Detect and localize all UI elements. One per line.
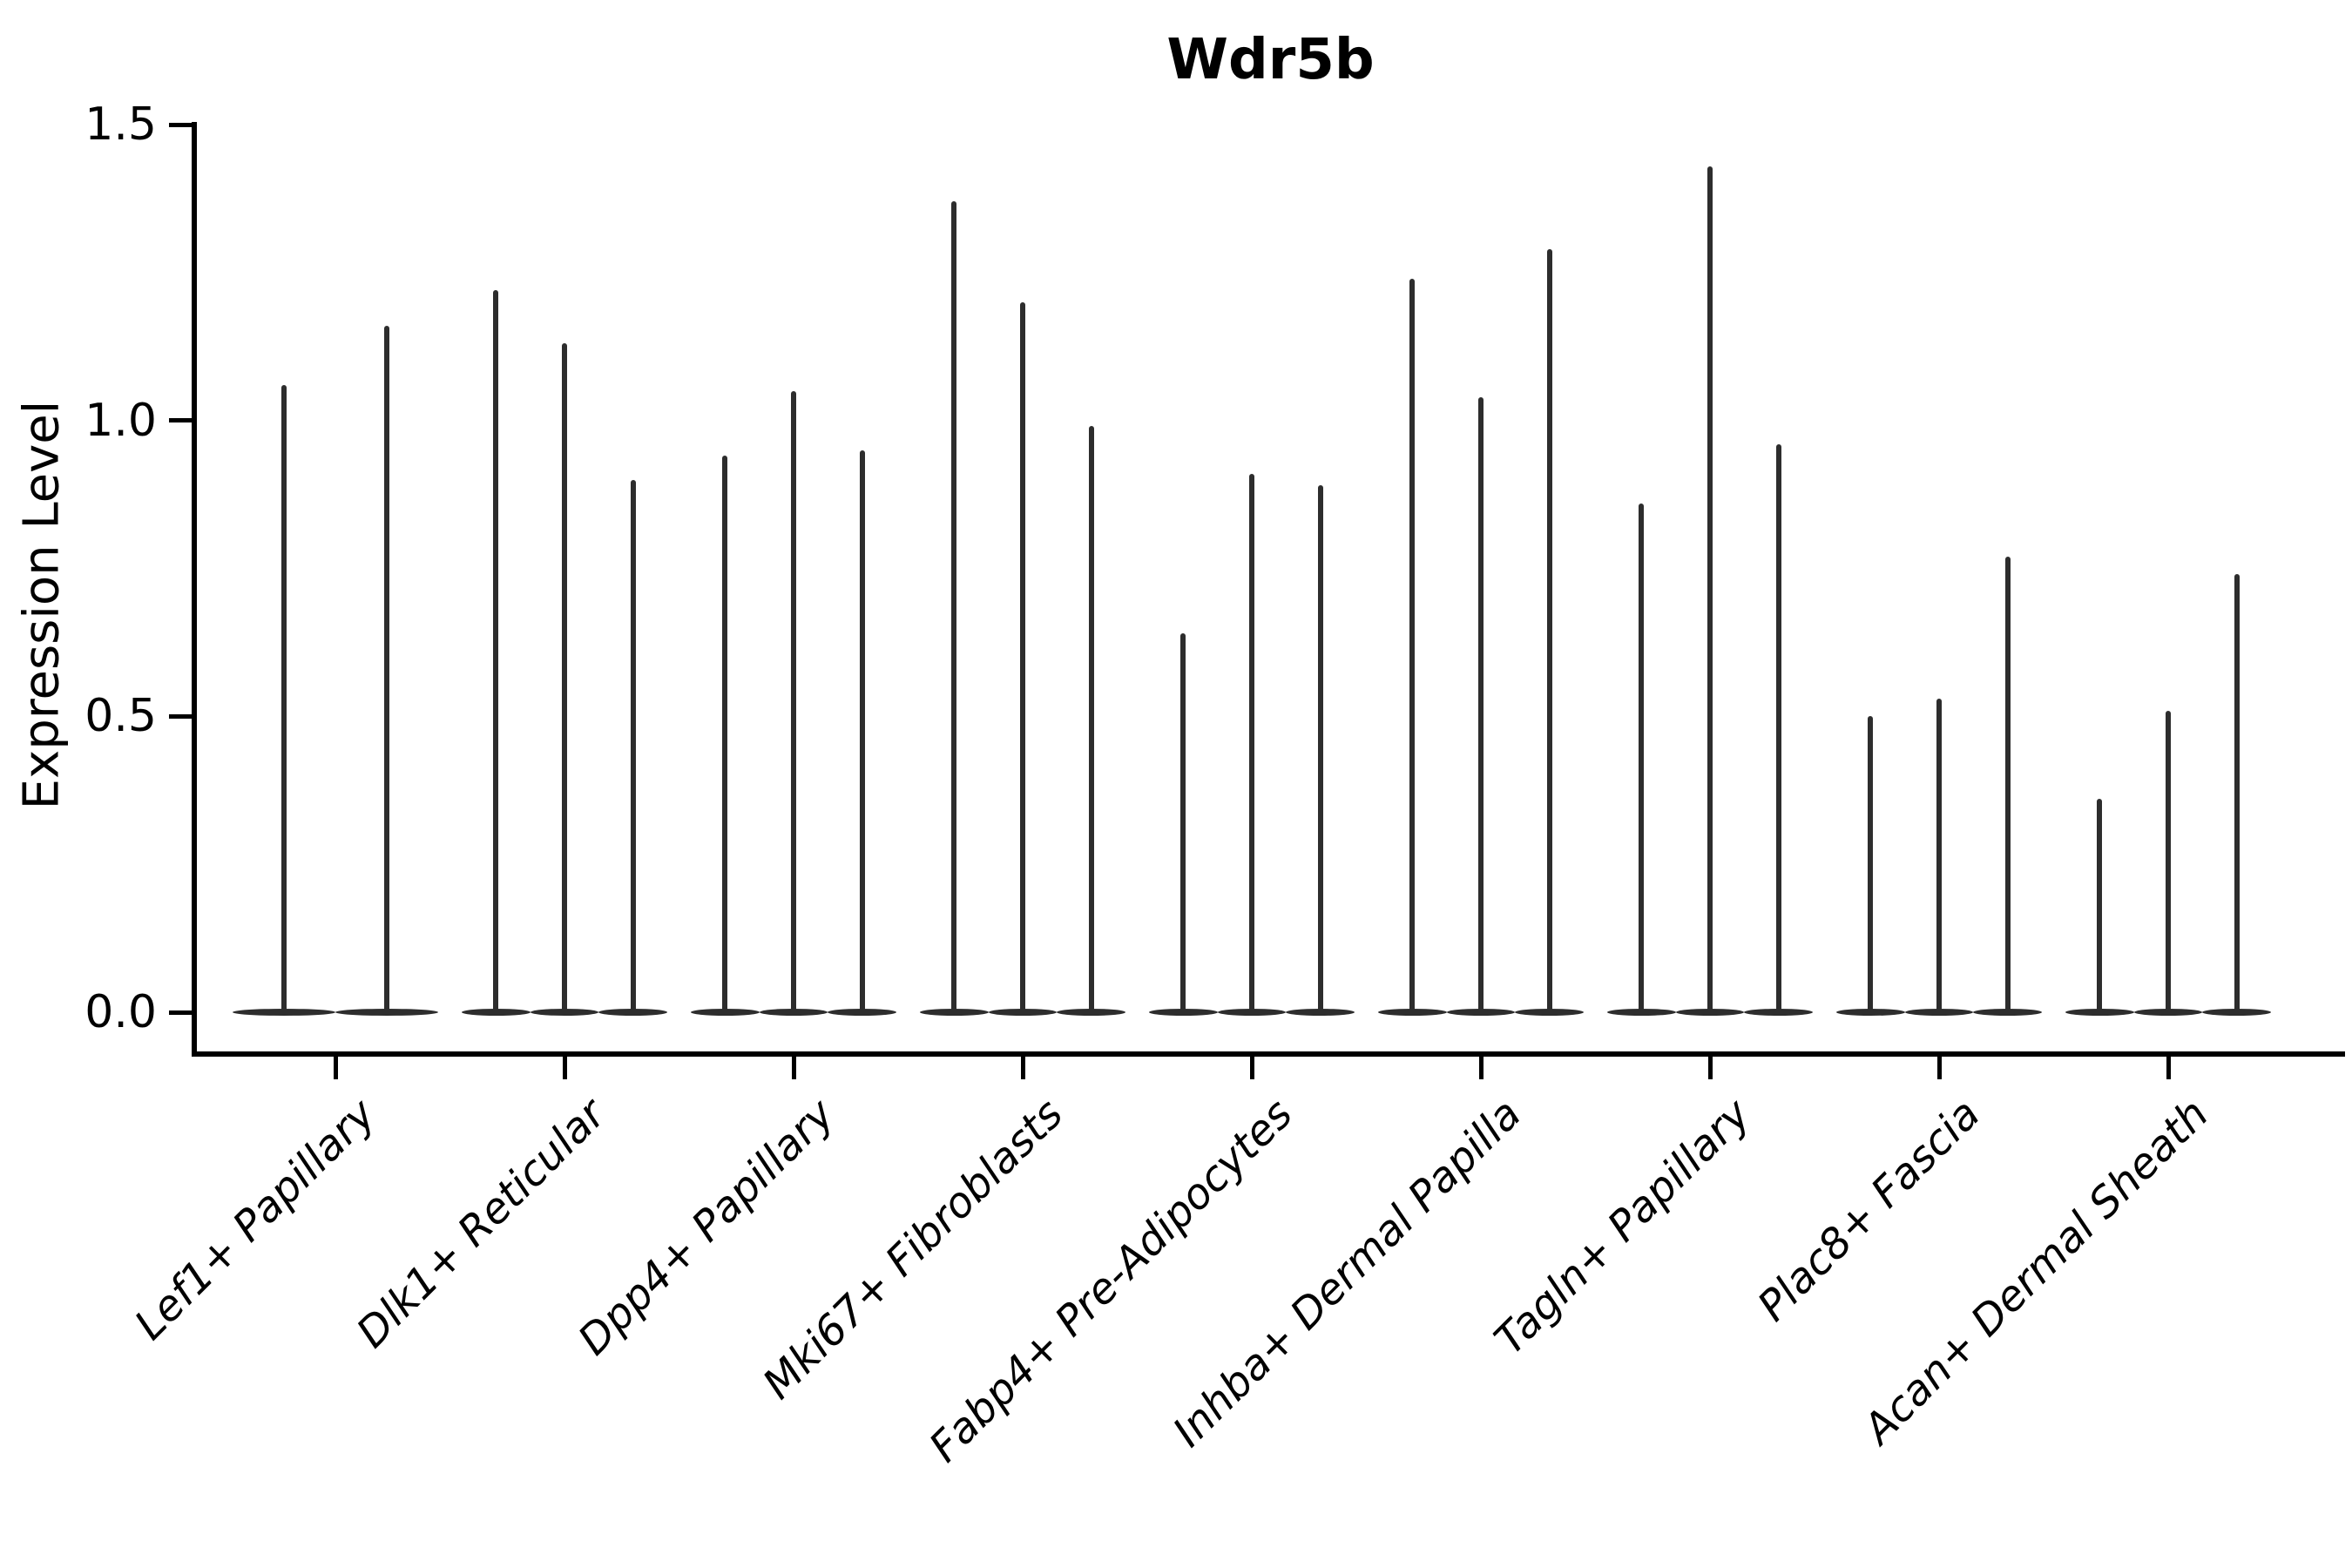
plot-title: Wdr5b <box>1166 28 1375 92</box>
violin-spike <box>493 290 499 1012</box>
violin-spike <box>1020 301 1025 1012</box>
violin-spike <box>1478 396 1484 1012</box>
violin-spike <box>1868 716 1874 1012</box>
violin-baseline <box>759 1009 828 1016</box>
y-tick-mark <box>169 1010 192 1015</box>
x-tick-label: Dpp4+ Papillary <box>568 1089 844 1365</box>
violin-baseline <box>461 1009 531 1016</box>
x-tick-mark <box>1020 1057 1025 1079</box>
violin-spike <box>2004 556 2011 1012</box>
y-tick-mark <box>169 418 192 423</box>
violin-baseline <box>1973 1009 2043 1016</box>
violin-spike <box>280 384 287 1012</box>
violin-spike <box>722 456 728 1012</box>
violin-baseline <box>919 1009 989 1016</box>
violin-spike <box>1639 503 1645 1012</box>
x-tick-label: Lef1+ Papillary <box>125 1089 386 1349</box>
x-tick-mark <box>2166 1057 2171 1079</box>
y-axis-spine <box>192 122 197 1057</box>
violin-baseline <box>2202 1009 2272 1016</box>
violin-baseline <box>335 1009 439 1016</box>
violin-spike <box>2234 574 2240 1012</box>
x-tick-mark <box>333 1057 338 1079</box>
violin-baseline <box>828 1009 897 1016</box>
x-tick-label: Tagln+ Papillary <box>1485 1089 1761 1365</box>
violin-spike <box>1936 698 1942 1012</box>
violin-baseline <box>1286 1009 1355 1016</box>
x-tick-label: Plac8+ Fascia <box>1747 1089 1990 1331</box>
violin-baseline <box>530 1009 599 1016</box>
violin-baseline <box>232 1009 335 1016</box>
violin-spike <box>1775 443 1781 1012</box>
violin-spike <box>1707 166 1713 1012</box>
violin-spike <box>951 201 957 1012</box>
x-tick-mark <box>791 1057 796 1079</box>
y-tick-label: 1.5 <box>84 98 157 152</box>
violin-spike <box>384 326 390 1012</box>
x-tick-label: Dlk1+ Reticular <box>347 1089 615 1358</box>
violin-baseline <box>1904 1009 1974 1016</box>
violin-spike <box>1317 485 1323 1012</box>
violin-baseline <box>1744 1009 1814 1016</box>
x-axis-spine <box>192 1051 2345 1057</box>
x-tick-mark <box>1478 1057 1484 1079</box>
violin-baseline <box>1377 1009 1447 1016</box>
violin-baseline <box>1515 1009 1585 1016</box>
violin-baseline <box>2133 1009 2203 1016</box>
violin-spike <box>562 343 567 1012</box>
violin-baseline <box>1835 1009 1905 1016</box>
violin-spike <box>1180 633 1186 1012</box>
violin-spike <box>859 449 865 1012</box>
violin-spike <box>791 390 796 1012</box>
violin-baseline <box>1675 1009 1745 1016</box>
violin-spike <box>1409 278 1416 1012</box>
y-tick-mark <box>169 713 192 719</box>
violin-spike <box>2166 710 2171 1012</box>
x-tick-mark <box>562 1057 567 1079</box>
violin-spike <box>1546 248 1552 1012</box>
x-tick-mark <box>1249 1057 1254 1079</box>
violin-baseline <box>988 1009 1058 1016</box>
violin-baseline <box>2065 1009 2134 1016</box>
violin-baseline <box>690 1009 760 1016</box>
violin-baseline <box>1606 1009 1676 1016</box>
y-tick-mark <box>169 122 192 127</box>
violin-baseline <box>598 1009 668 1016</box>
violin-spike <box>2097 799 2103 1012</box>
y-tick-label: 1.0 <box>84 394 157 447</box>
violin-spike <box>1088 426 1094 1012</box>
y-tick-label: 0.5 <box>84 690 157 743</box>
violin-baseline <box>1217 1009 1287 1016</box>
violin-baseline <box>1446 1009 1516 1016</box>
x-tick-mark <box>1936 1057 1942 1079</box>
x-tick-mark <box>1707 1057 1713 1079</box>
violin-baseline <box>1148 1009 1218 1016</box>
y-tick-label: 0.0 <box>84 986 157 1038</box>
violin-spike <box>630 479 636 1012</box>
violin-baseline <box>1057 1009 1126 1016</box>
violin-spike <box>1249 473 1254 1012</box>
